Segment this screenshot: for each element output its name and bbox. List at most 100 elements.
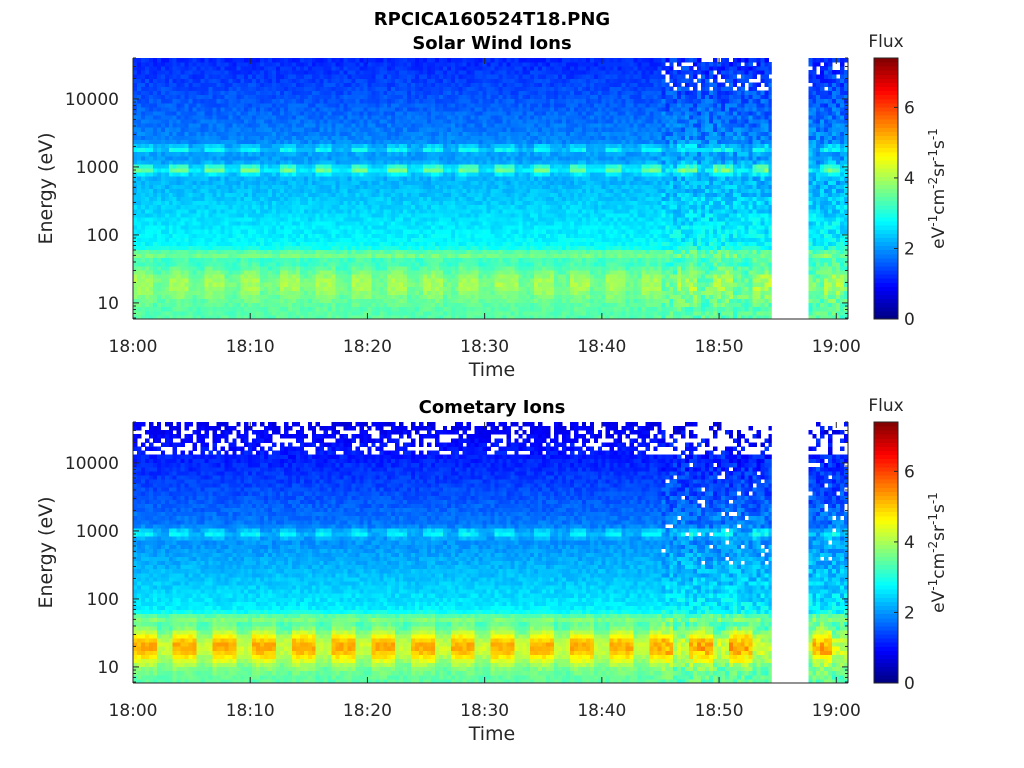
heatmap-cell [156,237,162,242]
heatmap-cell [272,274,277,279]
heatmap-cell [319,208,325,214]
heatmap-cell [335,270,340,275]
heatmap-cell [403,294,408,300]
heatmap-cell [315,290,321,295]
heatmap-cell [411,147,416,153]
heatmap-cell [164,237,170,242]
heatmap-cell [387,294,392,300]
heatmap-cell [256,257,261,263]
heatmap-cell [331,249,336,255]
heatmap-cell [283,184,289,189]
heatmap-cell [395,180,400,185]
heatmap-cell [355,298,360,304]
heatmap-cell [391,294,396,300]
heatmap-cell [367,176,372,181]
heatmap-cell [419,278,424,283]
heatmap-cell [133,188,138,193]
heatmap-cell [256,119,261,124]
heatmap-cell [136,82,142,87]
heatmap-cell [335,253,340,259]
heatmap-cell [188,143,193,149]
heatmap-cell [224,74,229,79]
heatmap-cell [268,294,273,300]
heatmap-cell [156,241,162,246]
heatmap-cell [168,298,174,304]
heatmap-cell [375,131,380,136]
heatmap-cell [403,62,408,67]
heatmap-cell [291,98,297,104]
heatmap-cell [144,119,150,124]
heatmap-cell [371,168,376,173]
heatmap-cell [200,106,205,112]
heatmap-cell [299,74,305,79]
heatmap-cell [403,282,408,287]
heatmap-cell [434,115,440,120]
heatmap-cell [307,184,313,189]
heatmap-cell [152,253,158,259]
heatmap-cell [244,274,249,279]
heatmap-cell [136,257,142,263]
heatmap-cell [176,245,182,251]
heatmap-cell [387,66,392,71]
heatmap-cell [148,241,154,246]
heatmap-cell [220,111,225,116]
heatmap-cell [164,212,170,218]
heatmap-cell [371,127,376,132]
heatmap-cell [283,270,289,275]
heatmap-cell [287,278,293,283]
heatmap-cell [172,106,178,112]
heatmap-cell [212,314,217,320]
heatmap-cell [315,225,321,230]
heatmap-cell [327,168,333,173]
heatmap-cell [315,164,321,169]
heatmap-cell [283,302,289,308]
heatmap-cell [438,94,444,100]
heatmap-cell [363,253,368,259]
heatmap-cell [144,123,150,128]
heatmap-cell [383,310,388,316]
heatmap-cell [295,282,301,287]
heatmap-cell [391,245,396,251]
heatmap-cell [156,184,162,189]
heatmap-cell [152,82,158,87]
heatmap-cell [407,58,412,63]
heatmap-cell [240,66,245,71]
heatmap-cell [248,282,253,287]
heatmap-cell [208,265,213,271]
heatmap-cell [283,164,289,169]
heatmap-cell [244,192,249,198]
heatmap-cell [327,82,333,87]
heatmap-cell [200,111,205,116]
heatmap-cell [319,302,325,308]
heatmap-cell [264,131,269,136]
heatmap-cell [355,159,360,165]
heatmap-cell [363,119,368,124]
heatmap-cell [359,164,364,169]
heatmap-cell [236,123,241,128]
heatmap-cell [430,119,436,124]
heatmap-cell [422,82,428,87]
heatmap-cell [307,82,313,87]
heatmap-cell [383,253,388,259]
heatmap-cell [256,139,261,145]
heatmap-cell [144,314,150,320]
heatmap-cell [351,261,356,267]
heatmap-cell [144,302,150,308]
heatmap-cell [379,102,384,108]
heatmap-cell [399,233,404,238]
heatmap-cell [415,196,420,202]
heatmap-cell [188,298,193,304]
heatmap-cell [148,98,154,104]
heatmap-cell [176,188,182,193]
heatmap-cell [387,225,392,230]
heatmap-cell [268,261,273,267]
heatmap-cell [208,131,213,136]
heatmap-cell [144,66,150,71]
heatmap-cell [236,74,241,79]
heatmap-cell [307,151,313,157]
heatmap-cell [343,225,348,230]
heatmap-cell [419,274,424,279]
heatmap-cell [291,196,297,202]
heatmap-cell [232,94,237,100]
heatmap-cell [248,208,253,214]
